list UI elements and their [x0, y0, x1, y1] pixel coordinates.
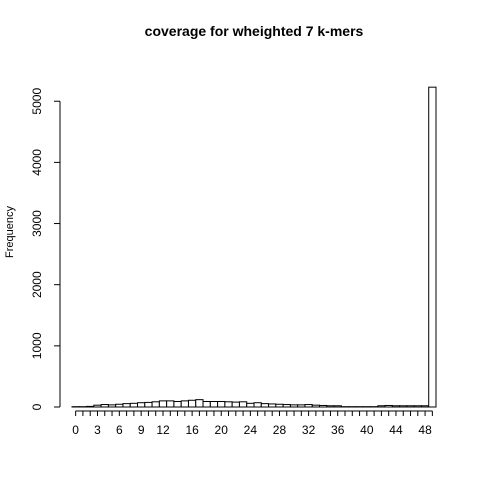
histogram-bar — [406, 405, 415, 408]
histogram-bar — [93, 404, 102, 408]
histogram-bar — [304, 404, 313, 408]
y-tick-label: 3000 — [30, 210, 44, 237]
y-tick-label: 2000 — [30, 271, 44, 298]
y-tick-label: 4000 — [30, 149, 44, 176]
histogram-bar — [326, 405, 335, 408]
histogram-bar — [129, 402, 139, 408]
histogram-bar — [209, 401, 219, 408]
y-axis-label: Frequency — [4, 206, 16, 258]
histogram-bar — [399, 405, 408, 408]
histogram-bar — [173, 401, 182, 408]
x-tick-label: 3 — [94, 423, 101, 437]
histogram-bar — [107, 404, 117, 408]
histogram-bar — [238, 401, 248, 408]
x-tick-label: 16 — [185, 423, 199, 437]
histogram-bar — [151, 401, 160, 408]
x-tick-label: 20 — [215, 423, 229, 437]
y-tick-label: 1000 — [30, 332, 44, 359]
histogram-bar — [100, 404, 109, 408]
chart-title: coverage for wheighted 7 k-mers — [145, 23, 364, 39]
histogram-bar — [137, 402, 146, 408]
x-tick-label: 9 — [138, 423, 145, 437]
histogram-bar — [195, 399, 204, 408]
x-axis: 0 3 6 9 12 16 20 24 28 32 36 40 44 48 — [72, 410, 433, 437]
histogram-bar — [268, 403, 277, 408]
x-tick-label: 6 — [116, 423, 123, 437]
histogram-bar — [144, 401, 153, 408]
histogram-bar — [253, 402, 262, 408]
bars-group — [71, 86, 437, 408]
histogram-bar — [115, 403, 124, 408]
histogram-bar — [289, 404, 299, 408]
histogram-bar — [311, 404, 321, 408]
histogram-bar — [231, 401, 240, 408]
x-tick-label: 24 — [244, 423, 258, 437]
histogram-bar — [275, 403, 284, 408]
histogram-bar — [187, 399, 197, 408]
y-tick-label: 0 — [30, 403, 44, 410]
histogram-bar — [180, 400, 189, 408]
y-axis: 0 1000 2000 3000 4000 5000 — [30, 88, 61, 410]
x-tick-label: 36 — [331, 423, 345, 437]
histogram-bar — [428, 86, 437, 408]
histogram-bar — [282, 404, 291, 408]
x-tick-label: 44 — [389, 423, 403, 437]
x-tick-label: 28 — [273, 423, 287, 437]
histogram-bar — [260, 403, 270, 408]
histogram-bar — [86, 405, 95, 408]
histogram-bar — [122, 403, 131, 408]
histogram-bar — [202, 401, 211, 408]
x-tick-label: 40 — [360, 423, 374, 437]
histogram-bar — [297, 404, 306, 408]
histogram-bar — [377, 405, 386, 408]
x-tick-label: 32 — [302, 423, 316, 437]
histogram-bar — [413, 405, 422, 408]
histogram-bar — [420, 405, 430, 408]
histogram-bar — [333, 405, 342, 408]
histogram-bar — [246, 402, 255, 408]
histogram-bar — [158, 400, 168, 408]
histogram-bar — [224, 401, 233, 408]
histogram-bar — [217, 401, 226, 408]
x-tick-label: 0 — [72, 423, 79, 437]
x-tick-label: 48 — [418, 423, 432, 437]
histogram-bar — [319, 404, 328, 408]
histogram-bar — [391, 405, 401, 408]
y-tick-label: 5000 — [30, 88, 44, 115]
histogram-bar — [384, 404, 393, 408]
x-tick-label: 12 — [156, 423, 170, 437]
histogram-bar — [166, 400, 175, 408]
